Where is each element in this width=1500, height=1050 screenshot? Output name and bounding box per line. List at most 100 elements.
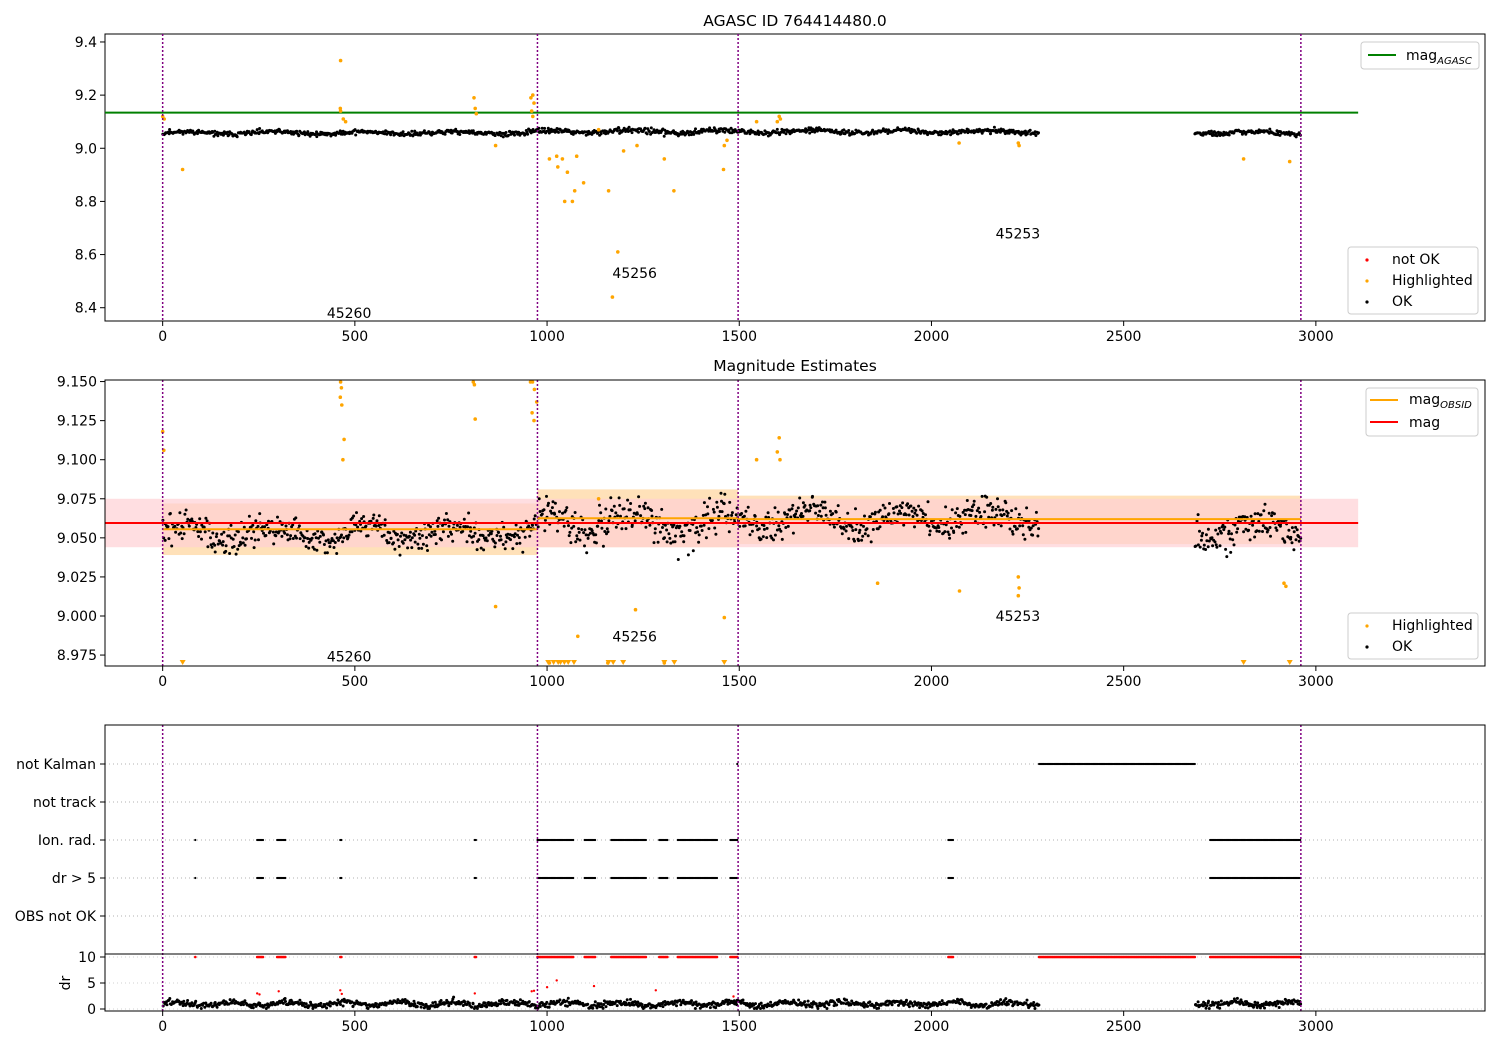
ok-point (663, 523, 667, 527)
flag-point (715, 876, 719, 880)
ok-point (326, 538, 330, 542)
ok-point (627, 125, 631, 129)
ok-point (1235, 530, 1239, 534)
dr-ok-point (194, 999, 198, 1003)
ok-point (213, 543, 217, 547)
ok-point (516, 533, 519, 537)
ok-point (926, 500, 930, 504)
dr-ok-point (873, 1004, 877, 1008)
ok-point (198, 517, 202, 521)
ok-point (586, 536, 590, 540)
dr-ok-point (576, 999, 580, 1003)
ok-point (542, 508, 546, 512)
ok-point (887, 512, 891, 516)
ok-point (1268, 526, 1272, 529)
ok-point (998, 508, 1002, 512)
flags-plot-area (105, 725, 1485, 1011)
ok-point (1196, 513, 1200, 517)
flag-point (194, 838, 197, 842)
ok-point (1222, 528, 1226, 532)
ok-point (426, 549, 429, 552)
ok-point (917, 504, 921, 508)
ok-point (364, 524, 368, 528)
ok-point (1199, 538, 1203, 542)
ok-point (297, 133, 301, 137)
dr-ok-point (850, 999, 854, 1003)
ok-point (211, 531, 215, 535)
ok-point (726, 513, 730, 517)
highlighted-point (778, 457, 782, 462)
ok-point (928, 533, 932, 537)
ok-point (333, 541, 337, 544)
dr-clipped-point (666, 955, 669, 959)
x-tick-label: 500 (341, 329, 368, 345)
dr-ok-point (450, 1000, 454, 1003)
highlighted-point (754, 457, 759, 462)
ok-point (697, 540, 701, 544)
dr-ok-point (395, 1001, 399, 1005)
ok-point (947, 533, 951, 537)
ok-point (545, 494, 548, 498)
ok-point (840, 532, 844, 536)
dr-ok-point (538, 1005, 542, 1008)
dr-ok-point (566, 996, 570, 1000)
dr-ok-point (923, 1006, 927, 1010)
ok-point (821, 506, 825, 510)
y-tick-label: 9.0 (75, 141, 97, 157)
ok-point (800, 512, 803, 515)
dr-ok-point (543, 1005, 547, 1009)
ok-point (190, 517, 194, 521)
ok-point (599, 132, 603, 136)
x-tick-label: 2500 (1106, 674, 1142, 690)
ok-point (252, 546, 256, 550)
ok-point (788, 508, 792, 512)
ok-point (643, 501, 647, 505)
ok-point (857, 531, 861, 535)
ok-point (360, 517, 364, 521)
ok-point (174, 530, 178, 534)
ok-point (306, 537, 310, 540)
ok-point (888, 502, 891, 505)
dr-ok-point (907, 1002, 911, 1006)
ok-point (618, 503, 622, 507)
ok-point (842, 128, 846, 132)
ok-point (715, 505, 719, 509)
ok-point (479, 546, 483, 550)
ok-point (553, 512, 557, 516)
ok-point (715, 500, 719, 504)
highlighted-point (635, 143, 639, 148)
dr-ok-point (984, 1002, 988, 1006)
highlighted-point (576, 634, 580, 639)
highlighted-point (556, 165, 560, 169)
ok-point (665, 540, 669, 544)
ok-point (607, 519, 611, 523)
magnitude-point-legend: Highlighted OK (1347, 612, 1479, 660)
dr-ok-point (988, 1004, 992, 1008)
ok-point (1013, 525, 1017, 528)
ok-point (1263, 502, 1267, 506)
ok-point (617, 496, 621, 500)
ok-point (935, 529, 939, 533)
ok-point (257, 538, 260, 542)
ok-point (295, 129, 299, 133)
ok-point (553, 501, 557, 505)
dr-clipped-point (194, 955, 197, 959)
ok-point (1209, 129, 1213, 133)
dr-ok-point (759, 1007, 762, 1010)
ok-point (730, 513, 734, 517)
dr-ok-point (803, 1000, 807, 1004)
ok-point (1294, 525, 1298, 529)
dr-ok-point (366, 1007, 370, 1010)
dr-ok-point (396, 998, 400, 1002)
dr-ok-point (298, 998, 302, 1002)
ok-point (713, 526, 717, 530)
highlighted-point (532, 387, 537, 392)
ok-point (1274, 526, 1278, 530)
highlighted-point (340, 403, 344, 407)
ok-point (398, 553, 402, 557)
legend-mag-obsid-sub: OBSID (1440, 400, 1472, 411)
ok-point (487, 533, 491, 537)
ok-point (297, 524, 301, 528)
ok-point (473, 531, 477, 535)
